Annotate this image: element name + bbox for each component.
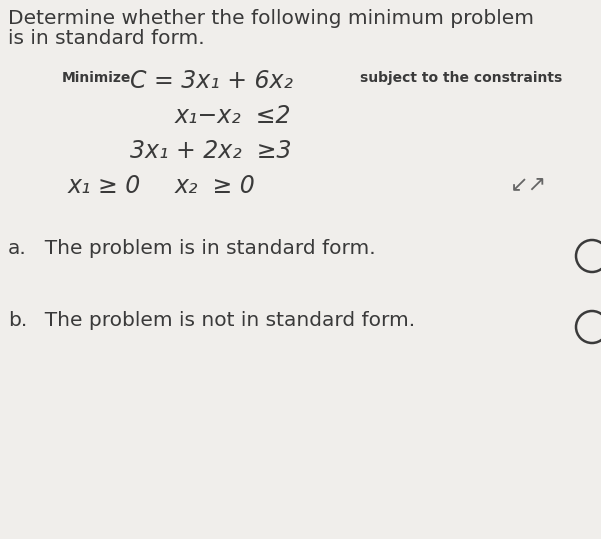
- Text: b.: b.: [8, 311, 27, 330]
- Text: ↙↗: ↙↗: [510, 174, 548, 194]
- Text: a.: a.: [8, 239, 27, 258]
- Text: C = 3x₁ + 6x₂: C = 3x₁ + 6x₂: [130, 69, 293, 93]
- Text: The problem is in standard form.: The problem is in standard form.: [32, 239, 376, 258]
- Text: is in standard form.: is in standard form.: [8, 29, 204, 48]
- Text: Determine whether the following minimum problem: Determine whether the following minimum …: [8, 9, 534, 28]
- Text: The problem is not in standard form.: The problem is not in standard form.: [32, 311, 415, 330]
- Text: 3x₁ + 2x₂  ≥3: 3x₁ + 2x₂ ≥3: [130, 139, 291, 163]
- Text: x₁−x₂  ≤2: x₁−x₂ ≤2: [175, 104, 291, 128]
- Text: Minimize: Minimize: [62, 71, 132, 85]
- Text: x₁ ≥ 0: x₁ ≥ 0: [68, 174, 141, 198]
- Text: x₂  ≥ 0: x₂ ≥ 0: [175, 174, 256, 198]
- Text: subject to the constraints: subject to the constraints: [360, 71, 563, 85]
